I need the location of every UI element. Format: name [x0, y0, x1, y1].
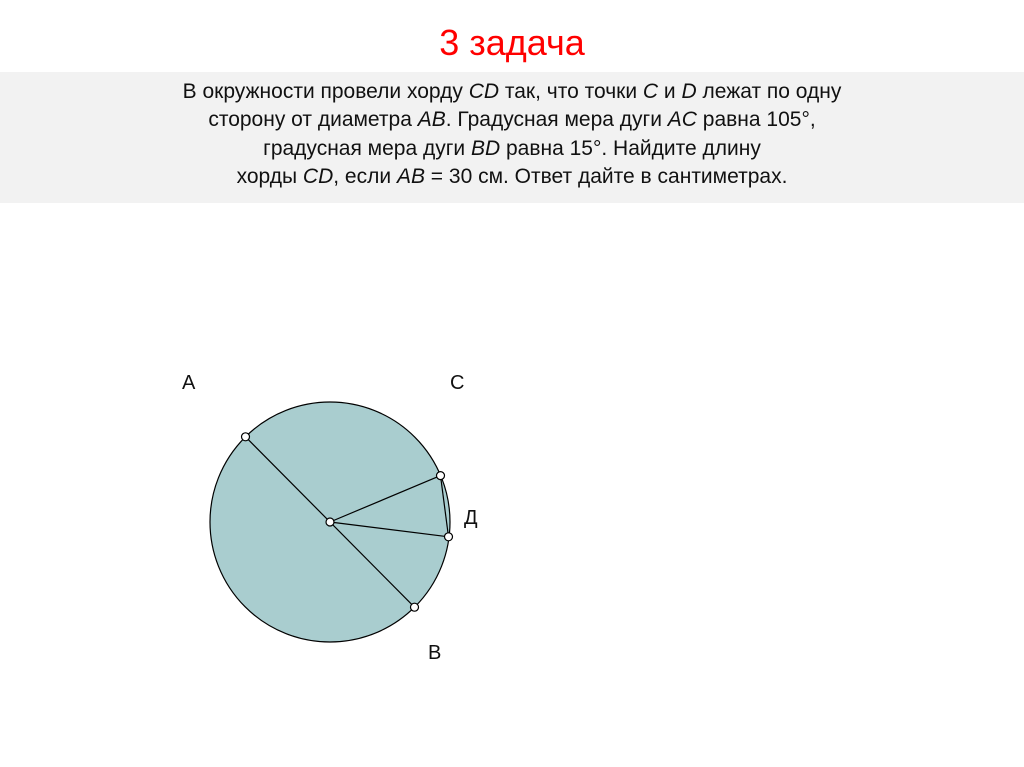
chord-cd2: CD — [303, 165, 333, 188]
point-d — [445, 533, 453, 541]
point-c — [437, 472, 445, 480]
arc-bd: BD — [471, 137, 500, 160]
text-2b: . Градусная мера дуги — [446, 108, 668, 131]
label-c: C — [450, 372, 464, 395]
pt-c: C — [643, 80, 658, 103]
pt-d: D — [682, 80, 697, 103]
diam-ab2: AB — [397, 165, 425, 188]
text-1b: так, что точки — [499, 80, 643, 103]
page: 3 задача В окружности провели хорду CD т… — [0, 22, 1024, 767]
diagram-svg — [150, 352, 510, 712]
point-o — [326, 518, 334, 526]
point-a — [242, 433, 250, 441]
text-1d: лежат по одну — [697, 80, 842, 103]
text-2a: сторону от диаметра — [208, 108, 417, 131]
diam-ab: AB — [418, 108, 446, 131]
point-b — [411, 603, 419, 611]
text-1a: В окружности провели хорду — [183, 80, 469, 103]
chord-cd: CD — [469, 80, 499, 103]
text-4b: , если — [333, 165, 397, 188]
label-d: Д — [464, 507, 478, 530]
text-3a: градусная мера дуги — [263, 137, 471, 160]
text-2c: равна 105°, — [697, 108, 816, 131]
text-4c: = 30 см. Ответ дайте в сантиметрах. — [425, 165, 787, 188]
problem-statement: В окружности провели хорду CD так, что т… — [0, 72, 1024, 203]
label-b: B — [428, 642, 441, 665]
arc-ac: AC — [668, 108, 697, 131]
title-heading: 3 задача — [0, 22, 1024, 64]
text-4a: хорды — [237, 165, 303, 188]
text-1c: и — [658, 80, 681, 103]
diagram: A C Д B — [150, 352, 510, 712]
text-3b: равна 15°. Найдите длину — [500, 137, 761, 160]
label-a: A — [182, 372, 195, 395]
